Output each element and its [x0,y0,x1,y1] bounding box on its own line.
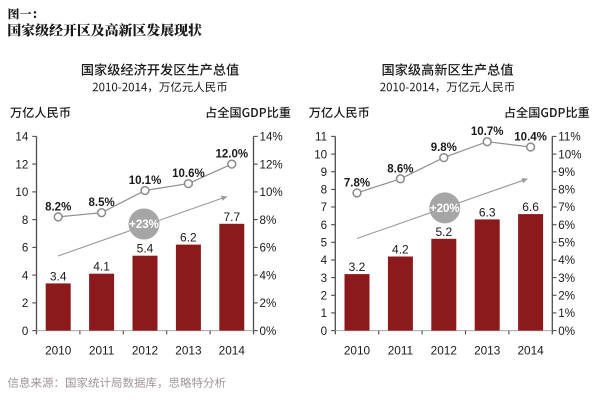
svg-text:3%: 3% [558,272,575,285]
svg-text:0: 0 [22,325,28,338]
svg-text:8.2%: 8.2% [45,201,71,213]
svg-text:6: 6 [22,242,28,255]
svg-text:10.6%: 10.6% [172,168,205,180]
svg-text:5.4: 5.4 [137,242,154,256]
svg-text:14%: 14% [260,131,283,144]
svg-text:9: 9 [321,166,327,179]
svg-text:0: 0 [321,325,327,338]
svg-text:9.8%: 9.8% [431,142,457,154]
svg-text:4.2: 4.2 [392,243,409,257]
svg-text:8.5%: 8.5% [88,197,114,209]
svg-text:12: 12 [15,158,28,171]
svg-text:2: 2 [22,297,28,310]
svg-text:10: 10 [314,148,327,161]
svg-text:10%: 10% [260,186,283,199]
svg-text:3.4: 3.4 [50,269,67,283]
svg-text:+20%: +20% [430,203,460,215]
svg-text:0%: 0% [260,325,277,338]
svg-text:6%: 6% [558,219,575,232]
svg-text:2010: 2010 [45,343,72,357]
svg-text:14: 14 [15,131,28,144]
svg-text:12.0%: 12.0% [215,149,248,161]
svg-text:11: 11 [315,131,327,144]
svg-text:2: 2 [321,290,327,303]
svg-text:9%: 9% [558,166,575,179]
svg-text:7%: 7% [558,201,575,214]
svg-text:2014: 2014 [219,343,246,357]
svg-text:8: 8 [22,214,28,227]
svg-text:2012: 2012 [431,343,457,357]
svg-text:4%: 4% [558,254,575,267]
svg-text:8%: 8% [260,214,277,227]
svg-text:7.7: 7.7 [223,210,240,224]
svg-text:10.4%: 10.4% [514,132,547,144]
svg-text:3: 3 [321,272,327,285]
svg-text:8%: 8% [558,184,575,197]
svg-text:2014: 2014 [517,343,544,357]
svg-text:5%: 5% [558,237,575,250]
svg-text:1%: 1% [558,307,575,320]
svg-text:+23%: +23% [129,219,159,231]
svg-text:5.2: 5.2 [435,225,452,239]
svg-text:11%: 11% [558,131,580,144]
svg-text:7.8%: 7.8% [344,177,370,189]
svg-text:2%: 2% [558,290,575,303]
svg-text:10.7%: 10.7% [471,126,504,138]
svg-text:2011: 2011 [388,343,413,357]
svg-text:6: 6 [321,219,327,232]
svg-text:7: 7 [321,201,327,214]
svg-text:10: 10 [15,186,28,199]
svg-text:2010: 2010 [344,343,371,357]
svg-text:4.1: 4.1 [93,260,110,274]
svg-text:10%: 10% [558,148,581,161]
svg-text:6.2: 6.2 [180,231,197,245]
svg-text:2011: 2011 [89,343,114,357]
svg-text:8: 8 [321,184,327,197]
svg-text:4%: 4% [260,269,277,282]
svg-text:6.6: 6.6 [522,200,539,214]
svg-text:2%: 2% [260,297,277,310]
svg-text:6.3: 6.3 [479,205,496,219]
svg-text:2013: 2013 [474,343,501,357]
svg-text:5: 5 [321,237,327,250]
svg-text:2013: 2013 [175,343,202,357]
svg-text:4: 4 [321,254,328,267]
svg-text:3.2: 3.2 [349,260,366,274]
svg-text:6%: 6% [260,242,277,255]
svg-text:1: 1 [321,307,327,320]
svg-text:8.6%: 8.6% [387,163,413,175]
svg-text:4: 4 [22,269,29,282]
svg-text:12%: 12% [260,158,283,171]
svg-text:2012: 2012 [132,343,158,357]
svg-text:10.1%: 10.1% [129,175,162,187]
svg-text:0%: 0% [558,325,575,338]
